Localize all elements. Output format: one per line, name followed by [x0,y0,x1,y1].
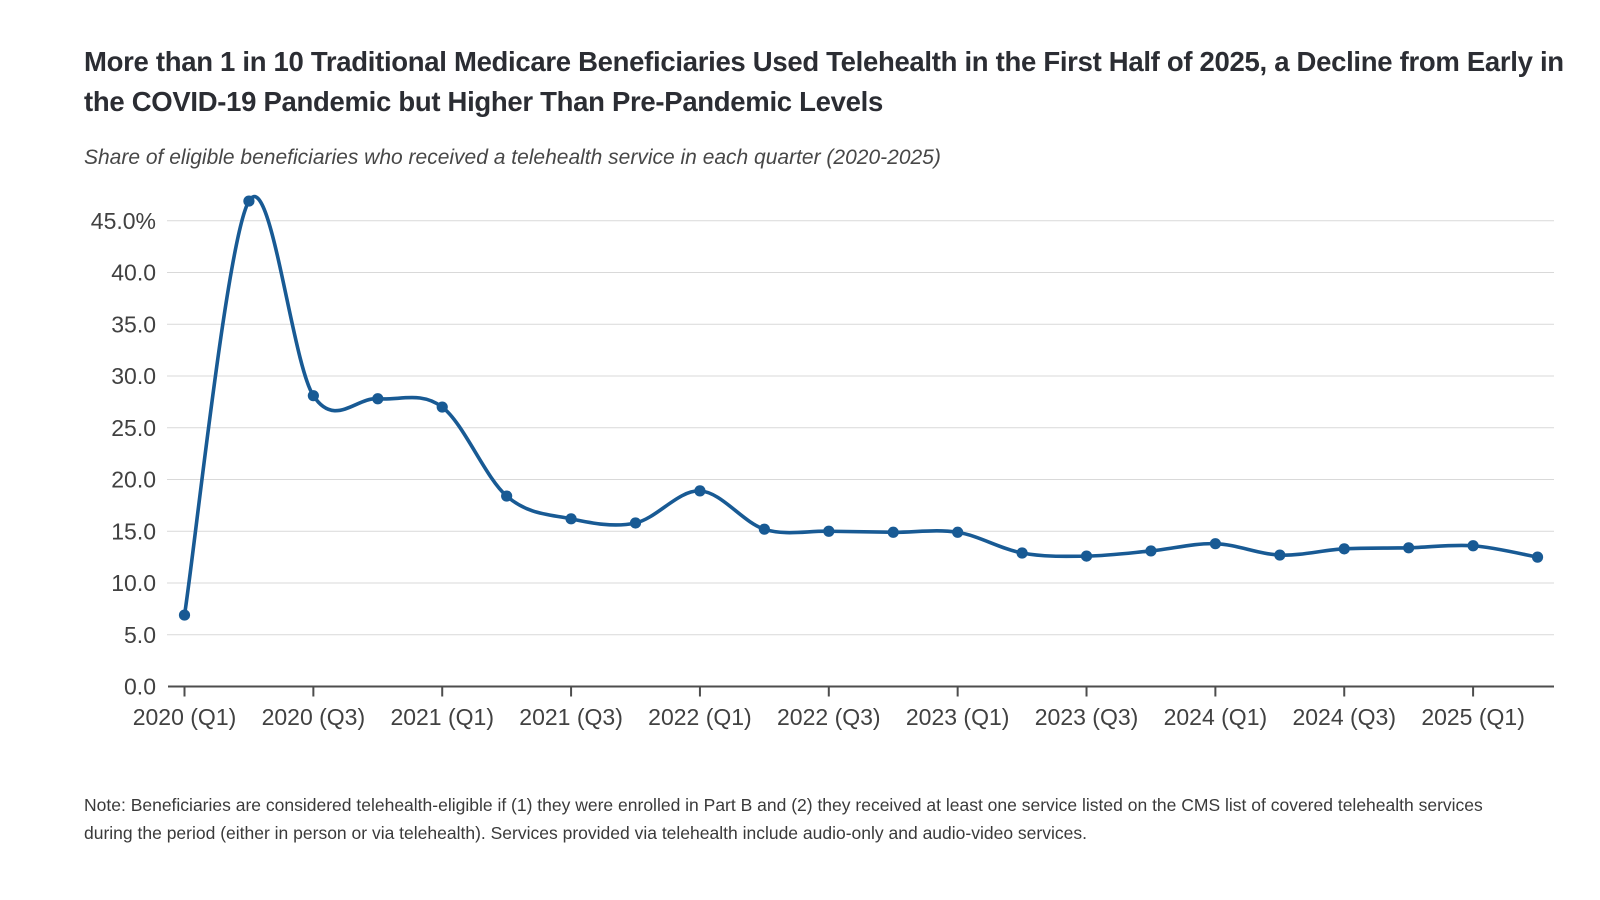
x-tick-label: 2024 (Q1) [1164,704,1268,730]
data-point [1531,551,1544,563]
data-point [823,525,835,537]
data-point [243,195,255,207]
data-point [372,393,384,405]
telehealth-line-chart: 45.0% 40.0 35.0 30.0 25.0 20.0 15.0 10.0 5.0 0.0 2… [91,195,1554,730]
data-point [178,609,191,621]
y-tick-label: 5.0 [124,622,156,648]
trend-line [182,195,1540,617]
data-point [1274,549,1286,561]
data-point [501,490,513,502]
data-point [1338,543,1350,555]
y-tick-label: 35.0 [111,311,156,337]
data-point [1209,538,1221,550]
x-tick-label: 2025 (Q1) [1421,704,1525,730]
y-tick-label: 15.0 [111,518,156,544]
data-point [1403,542,1415,554]
x-tick-label: 2021 (Q3) [519,704,623,730]
data-point [1467,540,1479,552]
y-tick-label: 25.0 [111,415,156,441]
data-point [565,513,577,525]
data-point [1145,545,1157,557]
x-tick-label: 2024 (Q3) [1292,704,1396,730]
x-tick-label: 2022 (Q3) [777,704,881,730]
x-tick-label: 2020 (Q3) [262,704,366,730]
y-tick-label: 20.0 [111,467,156,493]
data-point [758,523,770,535]
data-point [952,526,964,538]
chart-note: Note: Beneficiaries are considered teleh… [84,795,1483,843]
data-point [694,485,706,497]
x-tick-label: 2020 (Q1) [133,704,237,730]
x-tick-label: 2023 (Q3) [1035,704,1139,730]
data-point [887,526,899,538]
data-point [436,401,448,413]
x-tick-label: 2022 (Q1) [648,704,752,730]
x-tick-label: 2021 (Q1) [390,704,494,730]
data-point [307,390,319,402]
chart-title: More than 1 in 10 Traditional Medicare B… [84,46,1564,117]
data-point [1016,547,1028,559]
y-tick-label: 30.0 [111,363,156,389]
x-tick-label: 2023 (Q1) [906,704,1010,730]
data-point [1080,550,1093,562]
y-tick-label: 45.0% [91,208,156,234]
y-tick-label: 0.0 [124,674,156,700]
y-tick-label: 10.0 [111,570,156,596]
data-point [629,517,642,529]
y-tick-label: 40.0 [111,260,156,286]
chart-subtitle: Share of eligible beneficiaries who rece… [84,146,941,169]
